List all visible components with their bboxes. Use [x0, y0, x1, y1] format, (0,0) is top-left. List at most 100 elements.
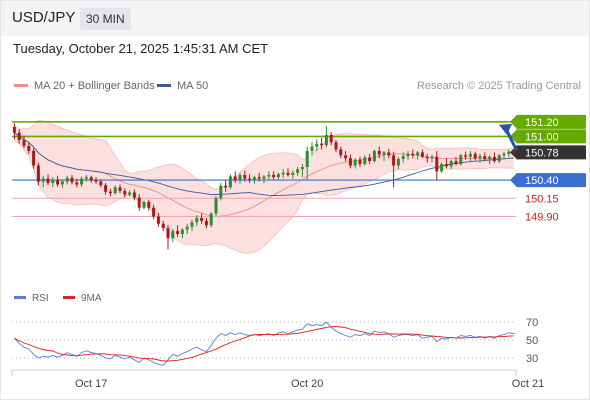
candle-body: [454, 161, 458, 165]
candle: [497, 153, 501, 164]
candle-body: [291, 172, 295, 175]
candle: [56, 175, 60, 187]
candle-body: [478, 156, 482, 159]
ma50-swatch: [157, 83, 171, 87]
candle-body: [435, 156, 439, 172]
candle: [483, 152, 487, 162]
candle: [12, 123, 16, 140]
candle: [502, 151, 506, 159]
candle-body: [219, 185, 223, 199]
candle-body: [46, 178, 50, 183]
candle: [296, 166, 300, 176]
candle: [152, 204, 156, 220]
candle: [262, 174, 266, 183]
candle: [324, 126, 328, 148]
candle: [401, 152, 405, 163]
candle-body: [392, 155, 396, 166]
candle: [176, 225, 180, 237]
candle: [392, 151, 396, 188]
candle: [281, 169, 285, 178]
candle-body: [84, 177, 88, 179]
candle-body: [320, 143, 324, 146]
chart-datetime: Tuesday, October 21, 2025 1:45:31 AM CET: [13, 41, 269, 56]
candle: [305, 146, 309, 181]
candle-body: [113, 187, 117, 194]
candle: [161, 220, 165, 232]
candle: [185, 223, 189, 234]
candle: [411, 149, 415, 159]
candle-body: [171, 231, 175, 239]
candle-body: [118, 187, 122, 191]
candle-body: [27, 145, 31, 151]
candle: [238, 172, 242, 184]
candle-body: [358, 159, 362, 165]
candle-body: [161, 223, 165, 229]
candle-body: [363, 157, 367, 165]
legend-rsi: RSI: [14, 293, 49, 304]
legend-ma50-label: MA 50: [177, 80, 209, 92]
candle: [147, 199, 151, 211]
candle: [166, 225, 170, 250]
candle-body: [142, 201, 146, 208]
level-label-box: [516, 129, 586, 144]
candle-body: [128, 192, 132, 195]
candle-body: [468, 153, 472, 157]
level-label-resistance: 151.00: [525, 131, 559, 143]
legend-ma20: MA 20 + Bollinger Bands: [14, 80, 155, 92]
rsi-tick-label: 30: [526, 353, 538, 365]
candle-body: [257, 177, 261, 179]
rsi-line: [14, 321, 514, 366]
candle-body: [353, 159, 357, 166]
bollinger-band-area: [14, 120, 514, 254]
candle: [228, 174, 232, 189]
candle: [51, 177, 55, 188]
candle-body: [416, 152, 420, 156]
candle: [108, 188, 112, 197]
candle-body: [420, 152, 424, 157]
candle-body: [166, 228, 170, 239]
candle: [339, 146, 343, 159]
candle: [348, 154, 352, 169]
candle-body: [396, 158, 400, 166]
forecast-arrow-head: [499, 123, 512, 135]
candle-body: [382, 152, 386, 155]
candle-body: [401, 156, 405, 159]
candle-body: [108, 191, 112, 194]
candle: [488, 155, 492, 165]
rsi-tick-label: 70: [526, 317, 538, 329]
candle-body: [512, 151, 516, 153]
candle: [99, 179, 103, 188]
candle-body: [36, 165, 40, 182]
timeframe-badge[interactable]: 30 MIN: [80, 8, 131, 30]
candle-body: [286, 172, 290, 175]
candle-body: [411, 153, 415, 156]
candle: [267, 171, 271, 181]
candle: [440, 162, 444, 173]
candle-body: [152, 207, 156, 217]
candle-body: [310, 146, 314, 151]
candle: [444, 158, 448, 169]
candle: [224, 180, 228, 192]
candle-body: [65, 177, 69, 182]
candle: [286, 168, 290, 177]
level-label-box: [516, 114, 586, 129]
candle: [252, 175, 256, 184]
legend-9ma: 9MA: [63, 293, 102, 304]
candle-body: [176, 231, 180, 234]
candle-body: [195, 217, 199, 223]
candle-body: [41, 178, 45, 182]
candle-body: [324, 134, 328, 146]
candle: [17, 129, 21, 144]
candle-body: [209, 213, 213, 226]
candle: [41, 175, 45, 188]
candle: [27, 142, 31, 154]
candle: [420, 149, 424, 159]
candle-body: [507, 151, 511, 154]
candle: [195, 215, 199, 226]
candle-body: [248, 178, 252, 181]
rsi-tick-label: 50: [526, 335, 538, 347]
level-label-support: 150.40: [525, 175, 559, 187]
candle-body: [32, 150, 36, 166]
candle-body: [94, 180, 98, 182]
